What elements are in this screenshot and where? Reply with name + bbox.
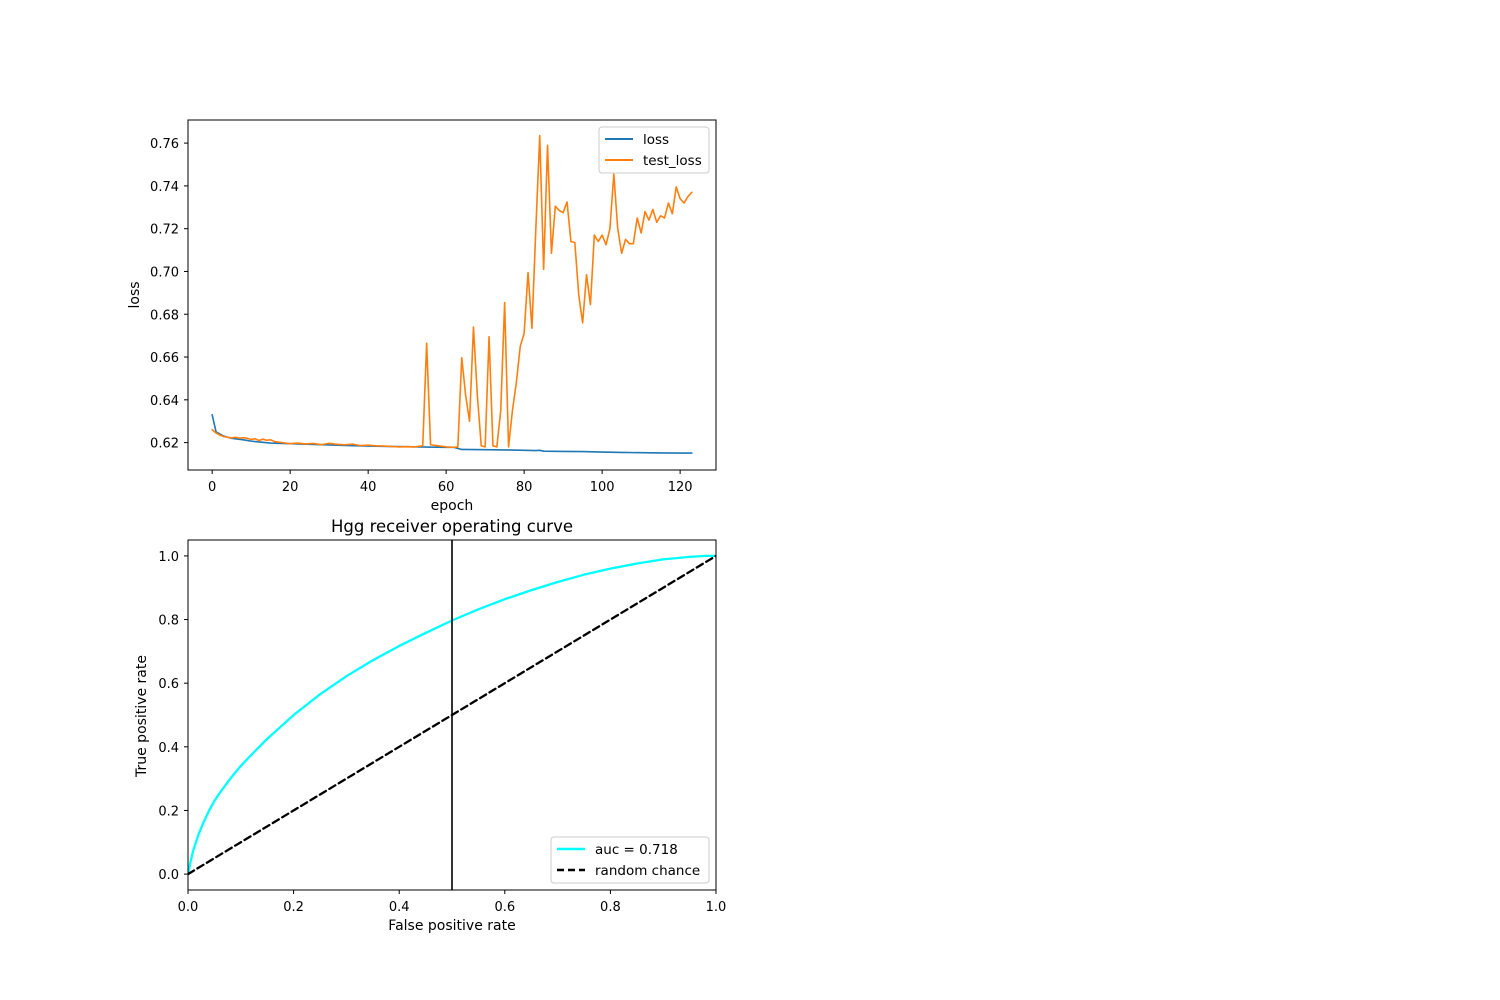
loss-chart-frame <box>187 119 717 471</box>
roc-chart-legend-box <box>550 836 710 884</box>
loss-chart-y-tick-label: 0.72 <box>150 223 179 238</box>
loss-chart-x-tick-label: 40 <box>360 480 377 495</box>
roc-chart-x-ticks: 0.0 0.2 0.4 0.6 0.8 1.0 <box>178 890 727 915</box>
loss-chart-legend: loss test_loss <box>598 126 710 174</box>
loss-chart-x-tick-label: 60 <box>438 480 455 495</box>
loss-chart-x-ticks: 0 20 40 60 80 100 120 <box>208 470 693 495</box>
loss-chart-y-ticks: 0.62 0.64 0.66 0.68 0.70 0.72 0.74 0.76 <box>150 137 188 452</box>
roc-chart-x-label: False positive rate <box>388 918 515 934</box>
loss-chart-y-label: loss <box>127 281 143 308</box>
roc-chart-y-tick-label: 0.6 <box>158 677 179 692</box>
roc-chart-y-tick-label: 0.0 <box>158 868 179 883</box>
loss-chart-y-tick-label: 0.68 <box>150 308 179 323</box>
roc-chart-y-label: True positive rate <box>134 655 150 778</box>
loss-chart-y-tick-label: 0.66 <box>150 351 179 366</box>
loss-chart-y-tick-label: 0.64 <box>150 394 179 409</box>
loss-chart-x-label: epoch <box>431 498 474 514</box>
loss-chart-y-tick-label: 0.76 <box>150 137 179 152</box>
legend-label-auc: auc = 0.718 <box>595 842 678 858</box>
roc-chart-y-tick-label: 0.2 <box>158 804 179 819</box>
loss-chart: 0 20 40 60 80 100 120 0.62 0.64 0.66 0.68 0.70 0.72… <box>127 119 717 514</box>
roc-chart-x-tick-label: 0.0 <box>178 900 199 915</box>
roc-chart-x-tick-label: 0.2 <box>283 900 304 915</box>
roc-chart-series-auc-0-718 <box>188 554 716 876</box>
loss-chart-series-layer <box>211 134 693 454</box>
loss-chart-x-tick-label: 80 <box>516 480 533 495</box>
roc-chart-x-tick-label: 0.4 <box>389 900 410 915</box>
loss-chart-x-tick-label: 120 <box>668 480 693 495</box>
roc-chart-series-layer <box>188 540 716 890</box>
loss-chart-x-tick-label: 0 <box>208 480 216 495</box>
loss-chart-series-test-loss <box>211 134 693 449</box>
loss-chart-y-tick-label: 0.74 <box>150 180 179 195</box>
roc-chart-x-tick-label: 0.8 <box>600 900 621 915</box>
roc-chart-y-ticks: 0.0 0.2 0.4 0.6 0.8 1.0 <box>158 550 188 883</box>
roc-chart-y-tick-label: 1.0 <box>158 550 179 565</box>
loss-chart-x-tick-label: 20 <box>282 480 299 495</box>
loss-chart-y-tick-label: 0.62 <box>150 437 179 452</box>
roc-chart-legend: auc = 0.718 random chance <box>550 836 710 884</box>
loss-chart-x-tick-label: 100 <box>590 480 615 495</box>
roc-chart-y-tick-label: 0.8 <box>158 614 179 629</box>
roc-chart-title: Hgg receiver operating curve <box>331 517 573 536</box>
roc-chart-frame <box>187 539 717 891</box>
roc-chart-x-tick-label: 0.6 <box>494 900 515 915</box>
legend-label-random-chance: random chance <box>595 863 700 879</box>
legend-label-loss: loss <box>643 132 669 148</box>
roc-chart-y-tick-label: 0.4 <box>158 741 179 756</box>
roc-chart-x-tick-label: 1.0 <box>706 900 727 915</box>
legend-label-test-loss: test_loss <box>643 153 702 169</box>
loss-chart-y-tick-label: 0.70 <box>150 265 179 280</box>
roc-chart: Hgg receiver operating curve 0.0 0.2 0.4 0.… <box>134 517 726 934</box>
